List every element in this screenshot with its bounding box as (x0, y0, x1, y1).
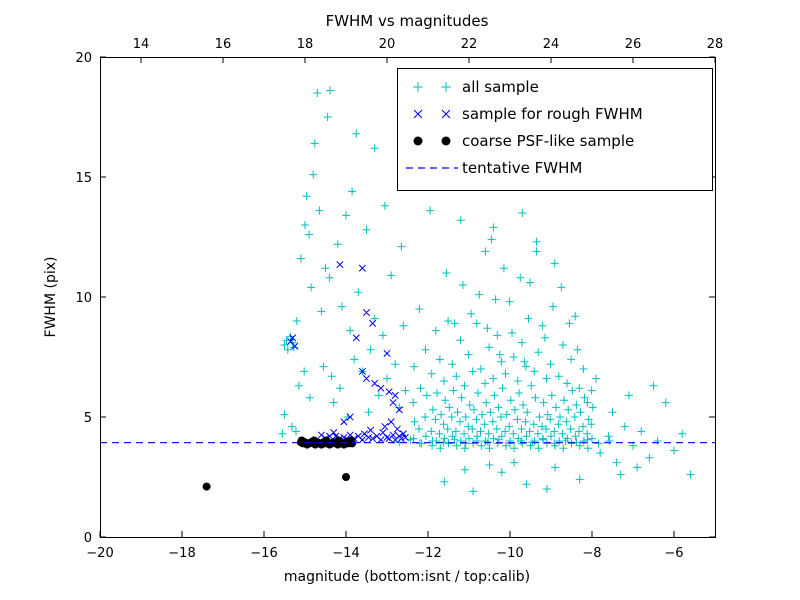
scatter-point (342, 473, 350, 481)
x-tick-label-top: 14 (133, 37, 150, 52)
legend-entry-tentative-fwhm: tentative FWHM (406, 159, 582, 177)
x-tick-label-top: 16 (215, 37, 232, 52)
scatter-point (334, 436, 343, 445)
x-tick-label-top: 24 (543, 37, 560, 52)
x-marker-icon (413, 109, 451, 119)
x-tick-label-bottom: −14 (332, 546, 359, 561)
legend-label-psf-sample: coarse PSF-like sample (462, 132, 634, 150)
x-tick-label-bottom: −16 (250, 546, 277, 561)
x-tick-label-bottom: −18 (168, 546, 195, 561)
x-tick-label-top: 28 (707, 37, 724, 52)
y-axis-label: FWHM (pix) (43, 257, 59, 338)
legend-entry-rough-fwhm: sample for rough FWHM (413, 105, 643, 123)
y-tick-label: 0 (84, 531, 92, 546)
scatter-point (322, 436, 331, 445)
axis-ticks: −20 −18 −16 −14 −12 −10 −8 −6 14 16 18 20 22 24 26 28 0 5… (75, 37, 723, 561)
legend-entry-psf-sample: coarse PSF-like sample (413, 132, 634, 150)
scatter-point (202, 482, 211, 491)
x-tick-label-top: 22 (461, 37, 478, 52)
plus-marker-icon (413, 82, 451, 92)
x-tick-label-bottom: −6 (664, 546, 683, 561)
plot-area (100, 57, 716, 538)
legend-label-rough-fwhm: sample for rough FWHM (462, 105, 643, 123)
y-tick-label: 15 (75, 171, 92, 186)
x-tick-label-bottom: −12 (414, 546, 441, 561)
x-tick-label-top: 20 (379, 37, 396, 52)
x-tick-label-top: 18 (297, 37, 314, 52)
legend-entry-all-sample: all sample (413, 78, 539, 96)
scatter-point-cloud (278, 86, 695, 496)
y-tick-label: 5 (84, 411, 92, 426)
x-tick-label-bottom: −10 (496, 546, 523, 561)
x-tick-label-bottom: −8 (582, 546, 601, 561)
y-tick-label: 20 (75, 51, 92, 66)
x-tick-label-top: 26 (625, 37, 642, 52)
legend: all sample sample for rough FWHM coarse … (397, 68, 713, 191)
x-tick-label-bottom: −20 (86, 546, 113, 561)
scatter-point (297, 436, 306, 445)
legend-label-all-sample: all sample (462, 78, 539, 96)
x-axis-label: magnitude (bottom:isnt / top:calib) (284, 569, 530, 585)
scatter-point (346, 436, 355, 445)
chart-title: FWHM vs magnitudes (326, 12, 489, 30)
dot-marker-icon (413, 136, 451, 146)
legend-box (397, 68, 713, 191)
scatter-point (310, 436, 318, 445)
legend-label-tentative-fwhm: tentative FWHM (462, 159, 582, 177)
series-plus (278, 86, 695, 496)
y-tick-label: 10 (75, 291, 92, 306)
